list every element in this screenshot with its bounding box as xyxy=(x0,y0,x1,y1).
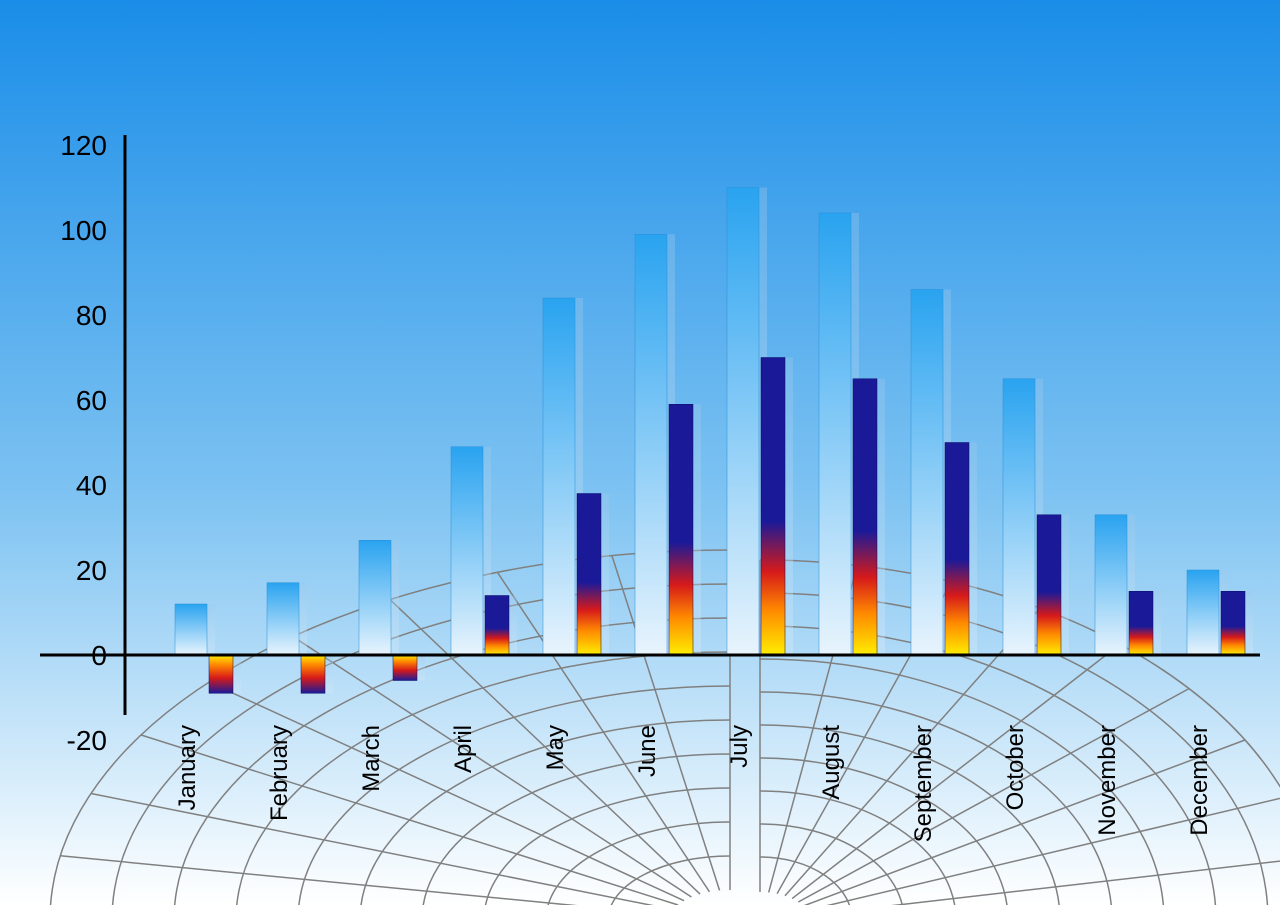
secondary-bar xyxy=(301,655,325,693)
y-tick-label: 80 xyxy=(76,300,107,331)
primary-bar xyxy=(1095,515,1127,655)
primary-bar xyxy=(359,540,391,655)
x-category-label: August xyxy=(818,725,845,800)
primary-bar xyxy=(911,290,943,656)
y-tick-label: 20 xyxy=(76,555,107,586)
y-tick-label: 40 xyxy=(76,470,107,501)
monthly-bar-chart: -20 0 20 40 60 80 100 120 January February March Ap… xyxy=(0,0,1280,905)
primary-bar xyxy=(175,604,207,655)
secondary-bar xyxy=(1221,591,1245,655)
y-tick-label: 0 xyxy=(91,640,107,671)
x-category-label: July xyxy=(726,725,753,768)
chart-container: -20 0 20 40 60 80 100 120 January February March Ap… xyxy=(0,0,1280,905)
primary-bar xyxy=(1187,570,1219,655)
x-category-label: September xyxy=(910,725,937,842)
y-tick-label: 120 xyxy=(60,130,107,161)
x-category-label: May xyxy=(542,725,569,770)
x-category-label: March xyxy=(358,725,385,792)
secondary-bar xyxy=(945,443,969,656)
x-category-label: December xyxy=(1186,725,1213,836)
x-category-label: November xyxy=(1094,725,1121,836)
secondary-bar xyxy=(1129,591,1153,655)
primary-bar xyxy=(727,188,759,656)
x-category-label: April xyxy=(450,725,477,773)
x-category-label: January xyxy=(174,725,201,810)
secondary-bar xyxy=(761,358,785,656)
y-tick-label: 60 xyxy=(76,385,107,416)
primary-bar xyxy=(451,447,483,655)
primary-bar xyxy=(267,583,299,655)
secondary-bar xyxy=(393,655,417,681)
secondary-bar xyxy=(485,596,509,656)
primary-bar xyxy=(819,213,851,655)
x-category-label: October xyxy=(1002,725,1029,810)
secondary-bar xyxy=(209,655,233,693)
y-tick-label: -20 xyxy=(67,725,107,756)
primary-bar xyxy=(543,298,575,655)
secondary-bar xyxy=(669,404,693,655)
secondary-bar xyxy=(1037,515,1061,655)
y-tick-label: 100 xyxy=(60,215,107,246)
secondary-bar xyxy=(853,379,877,655)
primary-bar xyxy=(1003,379,1035,655)
primary-bar xyxy=(635,234,667,655)
x-category-label: June xyxy=(634,725,661,777)
x-category-label: February xyxy=(266,725,293,821)
secondary-bar xyxy=(577,494,601,656)
